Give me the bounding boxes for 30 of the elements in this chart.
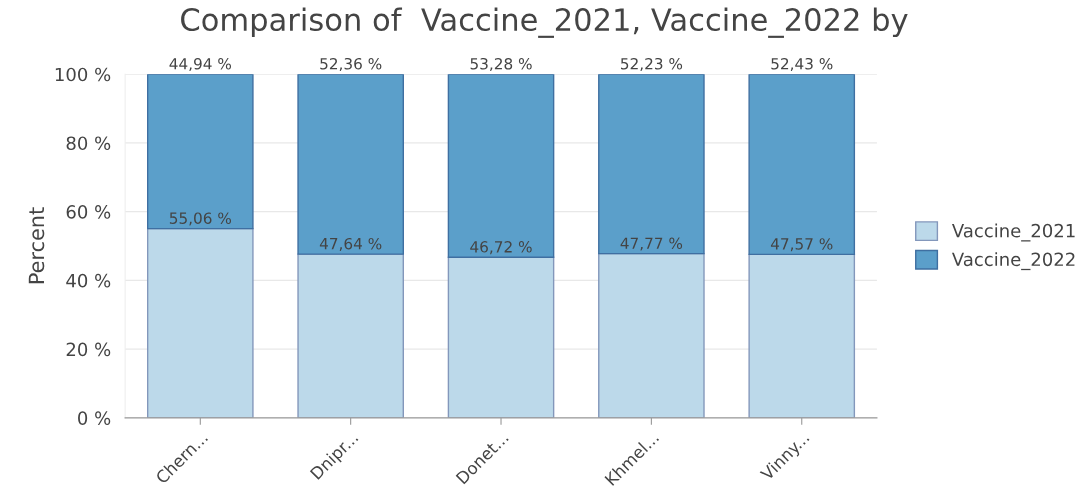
data-label: 47,77 % bbox=[620, 237, 683, 251]
y-tick-label: 60 % bbox=[66, 205, 111, 219]
data-label: 52,23 % bbox=[621, 57, 683, 72]
data-label: 52,43 % bbox=[771, 57, 833, 72]
chart-title: Comparison of Vaccine_2021, Vaccine_2022 by bbox=[181, 7, 908, 38]
data-label: 46,72 % bbox=[470, 241, 532, 255]
bar bbox=[598, 74, 705, 255]
data-label: 55,06 % bbox=[169, 212, 232, 226]
bar bbox=[146, 227, 254, 418]
y-tick-label: 100 % bbox=[55, 67, 111, 82]
bar bbox=[297, 253, 404, 418]
bar bbox=[447, 74, 555, 258]
bar bbox=[598, 252, 705, 418]
data-label: 44,94 % bbox=[169, 57, 232, 72]
y-axis-title: Percent bbox=[28, 207, 45, 284]
data-label: 47,57 % bbox=[770, 238, 833, 252]
bar bbox=[297, 74, 404, 255]
legend-label: Vaccine_2022 bbox=[951, 252, 1075, 271]
y-tick-label: 40 % bbox=[66, 273, 111, 288]
y-tick-label: 20 % bbox=[66, 342, 111, 357]
legend-label: Vaccine_2021 bbox=[951, 223, 1075, 242]
bar bbox=[447, 256, 555, 418]
y-tick-label: 0 % bbox=[78, 411, 111, 425]
y-tick-label: 80 % bbox=[66, 136, 111, 151]
data-label: 53,28 % bbox=[470, 57, 532, 72]
bar bbox=[748, 253, 856, 418]
bar bbox=[748, 74, 856, 256]
bar bbox=[146, 74, 254, 230]
data-label: 47,64 % bbox=[319, 237, 382, 251]
data-label: 52,36 % bbox=[320, 57, 382, 72]
